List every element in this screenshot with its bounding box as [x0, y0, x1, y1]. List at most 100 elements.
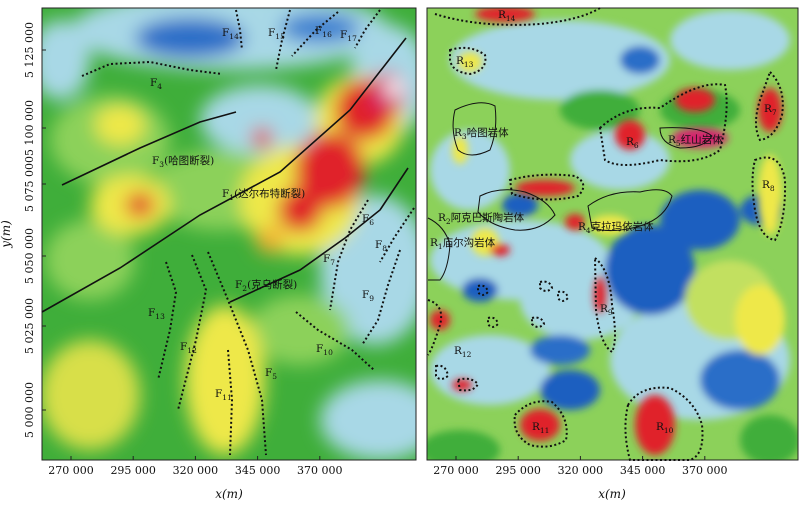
right-frame [426, 7, 799, 461]
left-x-axis-label: x(m) [215, 487, 243, 501]
fault-label-f10: F10 [316, 343, 333, 357]
left-x-ticks: 270 000 295 000 320 000 345 000 370 000 [48, 456, 343, 477]
fault-f8-line [379, 207, 415, 263]
fault-f4-line [81, 60, 223, 77]
body-label-r3: R3哈图岩体 [454, 126, 509, 141]
body-label-r6: R6 [626, 136, 639, 150]
right-body-solid-outlines [427, 102, 713, 281]
right-map: R14 R13 R7 R3哈图岩体 R6 R5红山岩体 R8 R2阿克巴斯陶岩体 R4克拉玛依岩… [426, 7, 799, 501]
right-x-tick-label: 345 000 [620, 464, 666, 477]
left-x-tick-label: 270 000 [48, 464, 94, 477]
fault-label-f15: F15 [268, 27, 285, 41]
left-y-tick-label: 5 000 000 [23, 382, 36, 438]
left-y-tick-label: 5 025 000 [23, 298, 36, 354]
fault-label-f9: F9 [362, 289, 374, 303]
body-r2-top-outline [508, 173, 585, 201]
fault-f1-line [41, 37, 407, 313]
body-r3-outline [452, 102, 497, 156]
left-y-tick-label: 5 100 000 [23, 100, 36, 156]
body-label-r5: R5红山岩体 [668, 133, 723, 148]
body-label-r11: R11 [532, 421, 549, 435]
left-y-tick-label: 5 050 000 [23, 228, 36, 284]
body-label-r9: R9 [600, 303, 613, 317]
fault-label-f4: F4 [150, 77, 162, 91]
fault-label-f1: F1(达尔布特断裂) [222, 187, 305, 202]
body-r13-outline [449, 46, 487, 76]
fault-f3-line [61, 111, 237, 186]
body-r12-outline [427, 299, 443, 356]
right-x-ticks: 270 000 295 000 320 000 345 000 370 000 [433, 456, 728, 477]
body-small-7 [557, 290, 570, 302]
fault-label-f6: F6 [362, 213, 374, 227]
body-r2-outline [477, 189, 556, 231]
body-label-r2: R2阿克巴斯陶岩体 [438, 211, 525, 226]
fault-label-f17: F17 [340, 29, 357, 43]
fault-label-f2: F2(克乌断裂) [235, 278, 297, 293]
fault-f2-line [229, 167, 409, 303]
left-raster [42, 8, 416, 460]
body-r10-outline [624, 386, 704, 461]
fault-label-f7: F7 [323, 253, 335, 267]
fault-label-f13: F13 [148, 307, 165, 321]
body-r4-outline [587, 189, 673, 232]
body-label-r4: R4克拉玛依岩体 [578, 220, 654, 235]
right-x-tick-label: 270 000 [433, 464, 479, 477]
right-x-axis-label: x(m) [598, 487, 626, 501]
body-r7-outline [755, 70, 784, 142]
left-frame [41, 7, 417, 461]
left-minor-faults [81, 9, 415, 456]
body-label-r14: R14 [498, 9, 516, 23]
fault-f11-line [227, 349, 234, 456]
fault-label-f14: F14 [222, 27, 239, 41]
right-body-labels: R14 R13 R7 R3哈图岩体 R6 R5红山岩体 R8 R2阿克巴斯陶岩体 R4克拉玛依岩… [430, 9, 777, 435]
body-r9-outline [593, 255, 616, 354]
body-small-5 [531, 316, 546, 328]
body-label-r8: R8 [762, 179, 775, 193]
fault-label-f3: F3(哈图断裂) [152, 154, 214, 169]
fault-label-f16: F16 [315, 25, 332, 39]
left-y-axis-label: y(m) [0, 220, 13, 249]
body-small-2 [435, 364, 450, 380]
fault-f10-line [295, 311, 375, 371]
right-raster [427, 8, 798, 460]
body-r5-outline [659, 127, 713, 149]
body-label-r12: R12 [454, 345, 472, 359]
right-x-tick-label: 320 000 [558, 464, 604, 477]
body-r14-outline [434, 7, 601, 26]
fault-f16-line [291, 11, 339, 57]
body-r8-outline [751, 156, 787, 242]
body-r11-outline [513, 400, 568, 448]
fault-label-f12: F12 [180, 341, 197, 355]
left-x-tick-label: 345 000 [235, 464, 281, 477]
fault-label-f8: F8 [375, 239, 387, 253]
left-y-tick-label: 5 075 000 [23, 156, 36, 212]
fault-f15-line [275, 9, 291, 71]
body-label-r7: R7 [764, 103, 777, 117]
left-major-faults [41, 37, 409, 313]
right-body-outlines [427, 7, 787, 461]
fault-label-f5: F5 [265, 367, 277, 381]
body-label-r10: R10 [656, 421, 674, 435]
body-label-r13: R13 [456, 55, 474, 69]
fault-f12-line [177, 254, 208, 411]
left-y-tick-label: 5 125 000 [23, 22, 36, 78]
body-small-3 [477, 284, 490, 296]
fault-f5-line [207, 251, 267, 456]
body-small-1 [456, 377, 480, 392]
body-label-r1: R1庙尔沟岩体 [430, 236, 496, 251]
body-small-6 [539, 280, 554, 292]
right-x-tick-label: 295 000 [495, 464, 541, 477]
body-r1-outline [427, 217, 451, 281]
fault-f13-line [157, 261, 178, 381]
left-x-tick-label: 370 000 [297, 464, 343, 477]
fault-label-f11: F11 [215, 388, 232, 402]
left-x-tick-label: 295 000 [110, 464, 156, 477]
left-x-tick-label: 320 000 [173, 464, 219, 477]
fault-f9-line [361, 249, 401, 346]
right-x-tick-label: 370 000 [682, 464, 728, 477]
body-small-4 [487, 316, 500, 328]
